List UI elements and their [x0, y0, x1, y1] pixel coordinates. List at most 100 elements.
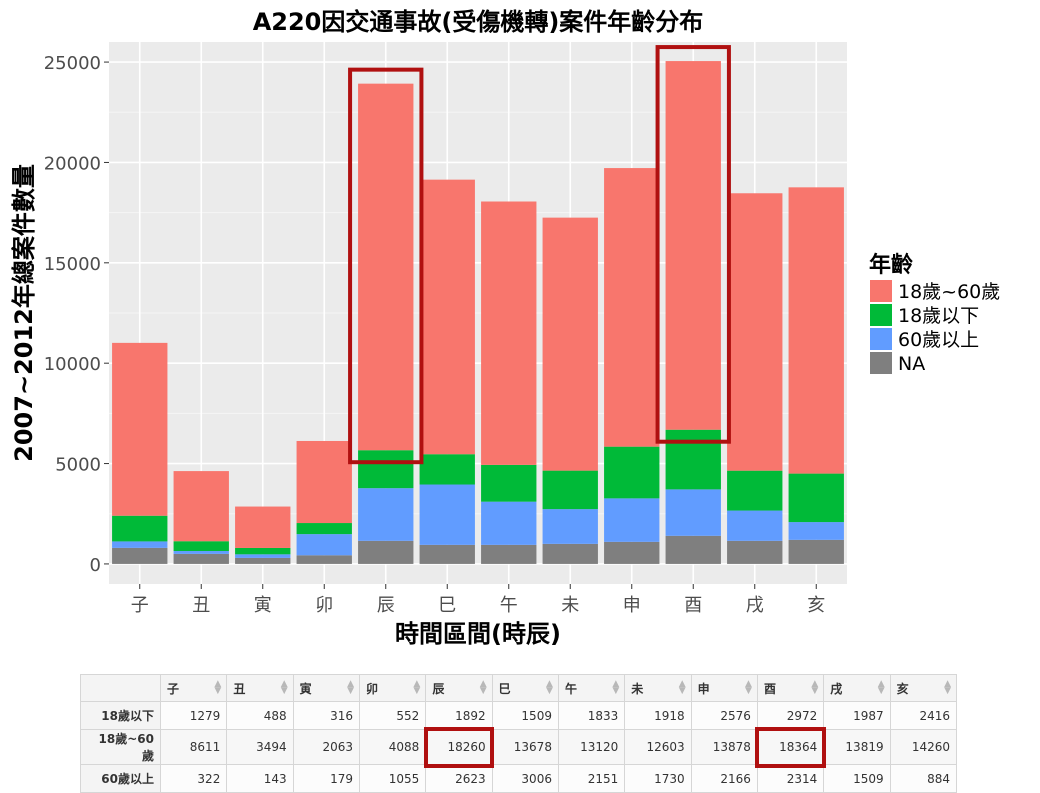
x-tick-label: 寅 [254, 595, 272, 616]
sort-icon[interactable]: ▲ ▼ [678, 679, 686, 696]
table-column-header[interactable]: 未 ▲ ▼ [624, 674, 692, 702]
age-count-table: 子 ▲ ▼ 丑 ▲ ▼ 寅 ▲ ▼ 卯 ▲ ▼ 辰 ▲ ▼ 巳 ▲ ▼ 午 ▲ ▼ 未 ▲ ▼ 申 ▲ ▼ 酉 ▲ ▼ 戌 ▲ ▼ 亥 ▲ ▼ 18歲… [80, 674, 958, 793]
highlight-boxes [348, 45, 731, 465]
x-tick-label: 卯 [315, 595, 333, 616]
sort-icon[interactable]: ▲ ▼ [546, 679, 553, 696]
table-cell: 322 [159, 764, 228, 793]
bar-segment [112, 342, 168, 516]
legend-swatch [870, 328, 892, 350]
sort-icon[interactable]: ▲ ▼ [413, 679, 421, 696]
bar-segment [481, 201, 537, 465]
legend-swatch [870, 280, 892, 302]
table-column-header[interactable]: 午 ▲ ▼ [557, 674, 626, 702]
bar-segment [296, 555, 352, 564]
table-column-header[interactable]: 戌 ▲ ▼ [823, 674, 891, 702]
table-cell: 1833 [557, 701, 626, 730]
table-column-header[interactable]: 寅 ▲ ▼ [292, 674, 360, 702]
x-tick-label: 酉 [684, 595, 702, 616]
bar-segment [665, 489, 721, 536]
table-cell: 13678 [491, 729, 559, 765]
sort-icon[interactable]: ▲ ▼ [347, 679, 354, 696]
table-column-header[interactable]: 子 ▲ ▼ [159, 674, 228, 702]
x-tick-label: 申 [623, 595, 641, 616]
bar-segment [358, 450, 414, 489]
table-column-header[interactable]: 亥 ▲ ▼ [889, 674, 958, 702]
highlight-box [655, 45, 731, 444]
table-column-header[interactable]: 卯 ▲ ▼ [358, 674, 427, 702]
table-column-header[interactable]: 申 ▲ ▼ [690, 674, 758, 702]
row-label: 60歲以上 [80, 764, 161, 793]
table-cell: 884 [889, 764, 958, 793]
highlight-box [348, 67, 424, 465]
table-cell: 1918 [624, 701, 692, 730]
x-tick-label: 巳 [438, 595, 456, 616]
sort-icon[interactable]: ▲ ▼ [214, 679, 222, 696]
table-cell: 316 [292, 701, 360, 730]
table-column-header[interactable]: 巳 ▲ ▼ [491, 674, 559, 702]
y-tick-label: 20000 [44, 153, 101, 174]
bar-segment [358, 540, 414, 564]
table-row: 60歲以上 322 143 179 1055 2623 3006 2151 1730 2166 23… [80, 764, 958, 793]
x-tick-label: 午 [500, 595, 518, 616]
x-axis: 子丑寅卯辰巳午未申酉戌亥 [131, 584, 825, 616]
bar-segment [296, 440, 352, 524]
bar-segment [727, 193, 783, 471]
sort-icon[interactable]: ▲ ▼ [877, 679, 885, 696]
x-tick-label: 未 [561, 595, 579, 616]
y-tick-label: 25000 [44, 53, 101, 74]
sort-icon[interactable]: ▲ ▼ [745, 679, 752, 696]
table-column-header[interactable]: 丑 ▲ ▼ [226, 674, 294, 702]
y-tick-label: 10000 [44, 354, 101, 375]
bar-segment [788, 473, 844, 523]
table-cell: 4088 [358, 729, 427, 765]
table-column-header[interactable]: 辰 ▲ ▼ [425, 674, 493, 702]
y-tick-label: 15000 [44, 254, 101, 275]
bar-segment [419, 454, 475, 485]
bar-segment [173, 553, 229, 564]
sort-icon[interactable]: ▲ ▼ [479, 679, 487, 696]
bar-segment [542, 509, 598, 544]
x-tick-label: 辰 [377, 595, 395, 616]
bar-segment [358, 488, 414, 541]
legend-label: 60歲以上 [898, 329, 979, 351]
x-tick-label: 子 [131, 595, 149, 616]
bar-segment [112, 515, 168, 542]
bar-segment [542, 217, 598, 471]
bar-segment [665, 429, 721, 490]
bar-segment [358, 83, 414, 451]
table-cell: 2416 [889, 701, 958, 730]
bar-segment [235, 557, 291, 564]
sort-icon[interactable]: ▲ ▼ [612, 679, 620, 696]
bar-segment [419, 179, 475, 455]
y-tick-label: 5000 [55, 455, 101, 476]
bar-segment [235, 554, 291, 558]
sort-icon[interactable]: ▲ ▼ [280, 679, 288, 696]
bar-segment [296, 523, 352, 535]
table-cell: 13120 [557, 729, 626, 765]
bar-segments [112, 61, 844, 564]
table-corner-cell [80, 674, 161, 702]
table-cell: 8611 [159, 729, 228, 765]
table-cell: 13878 [690, 729, 758, 765]
table-cell: 488 [226, 701, 294, 730]
table-column-header[interactable]: 酉 ▲ ▼ [756, 674, 825, 702]
bar-segment [788, 187, 844, 474]
sort-icon[interactable]: ▲ ▼ [944, 679, 951, 696]
table-cell: 179 [292, 764, 360, 793]
column-header-label: 寅 [299, 681, 312, 696]
table-cell: 2166 [690, 764, 758, 793]
table-cell: 12603 [624, 729, 692, 765]
legend-label: 18歲以下 [898, 305, 979, 327]
bar-segment [788, 522, 844, 540]
bar-segment [481, 501, 537, 545]
column-header-label: 未 [631, 681, 644, 696]
row-label: 18歲~60歲 [80, 729, 161, 765]
bar-segment [727, 510, 783, 541]
column-header-label: 亥 [896, 681, 909, 696]
sort-icon[interactable]: ▲ ▼ [811, 679, 819, 696]
x-tick-label: 亥 [807, 595, 825, 616]
bar-segment [173, 551, 229, 554]
table-cell: 2972 [756, 701, 825, 730]
table-cell: 13819 [823, 729, 891, 765]
table-cell: 1055 [358, 764, 427, 793]
